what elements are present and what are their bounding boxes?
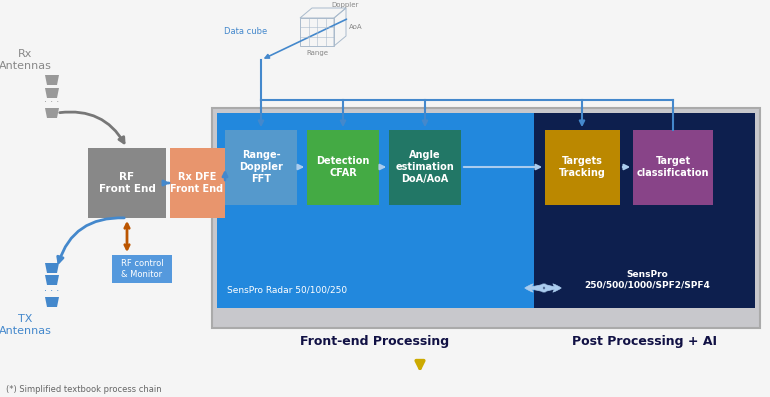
Text: SensPro Radar 50/100/250: SensPro Radar 50/100/250 (227, 285, 347, 295)
Text: Rx
Antennas: Rx Antennas (0, 49, 52, 71)
Text: RF control
& Monitor: RF control & Monitor (121, 259, 163, 279)
Bar (307, 130, 379, 205)
Bar (545, 130, 620, 205)
Text: AoA: AoA (349, 24, 363, 30)
Text: Data cube: Data cube (224, 27, 267, 37)
Text: Detection
CFAR: Detection CFAR (316, 156, 370, 178)
Polygon shape (45, 108, 59, 118)
Polygon shape (45, 297, 59, 307)
Text: TX
Antennas: TX Antennas (0, 314, 52, 336)
Bar (225, 130, 297, 205)
Text: Front-end Processing: Front-end Processing (300, 335, 450, 349)
Bar (170, 148, 225, 218)
Text: Targets
Tracking: Targets Tracking (558, 156, 605, 178)
Text: Range: Range (306, 50, 328, 56)
Text: Target
classification: Target classification (637, 156, 709, 178)
Text: · · ·: · · · (45, 97, 59, 107)
Polygon shape (45, 275, 59, 285)
Text: (*) Simplified textbook process chain: (*) Simplified textbook process chain (6, 385, 162, 395)
Bar (389, 130, 461, 205)
Text: Post Processing + AI: Post Processing + AI (571, 335, 717, 349)
Polygon shape (45, 263, 59, 273)
Bar (212, 108, 760, 328)
Text: Rx DFE
Front End: Rx DFE Front End (170, 172, 223, 194)
Bar (217, 113, 534, 308)
Text: · · ·: · · · (45, 286, 59, 296)
Bar (112, 255, 172, 283)
Polygon shape (45, 75, 59, 85)
Text: SensPro
250/500/1000/SPF2/SPF4: SensPro 250/500/1000/SPF2/SPF4 (584, 270, 710, 290)
Text: Doppler: Doppler (331, 2, 358, 8)
Polygon shape (45, 88, 59, 98)
Text: Angle
estimation
DoA/AoA: Angle estimation DoA/AoA (396, 150, 454, 183)
Bar (88, 148, 166, 218)
Bar (534, 113, 755, 308)
Bar (633, 130, 713, 205)
Text: RF
Front End: RF Front End (99, 172, 156, 194)
Text: Range-
Doppler
FFT: Range- Doppler FFT (239, 150, 283, 183)
